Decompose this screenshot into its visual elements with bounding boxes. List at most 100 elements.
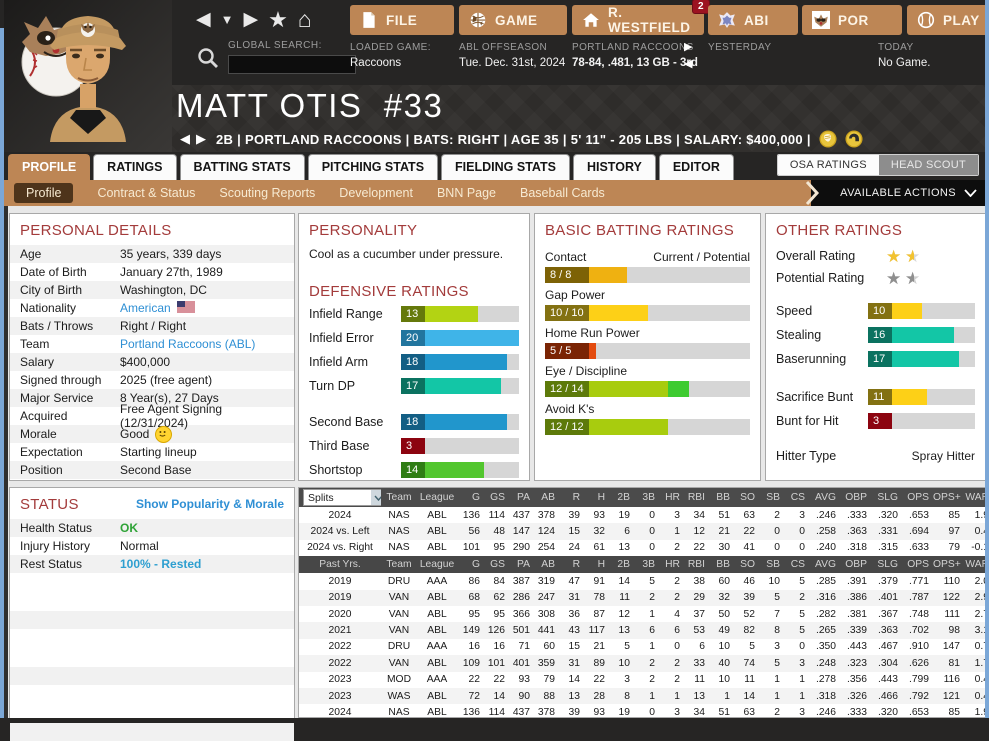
- show-popularity-morale-link[interactable]: Show Popularity & Morale: [135, 497, 284, 511]
- fielding-badge-icon[interactable]: [819, 130, 837, 148]
- stats-col-bb[interactable]: BB: [716, 492, 730, 503]
- stats-col-league[interactable]: League: [419, 492, 455, 503]
- subtab-scouting-reports[interactable]: Scouting Reports: [219, 186, 316, 200]
- stats-col-sb[interactable]: SB: [766, 492, 780, 503]
- stats-year-row[interactable]: 2022 DRU AAA 16 16 71 60 15 21 5 1 0 6 10 5 3 0.350.443.…: [299, 639, 985, 655]
- stats-year-row[interactable]: 2024 NAS ABL 136 114 437 378 39 93 19 0 3 34 51 63 2 3 .2…: [299, 704, 985, 717]
- tab-editor[interactable]: EDITOR: [658, 154, 734, 180]
- menu-r-westfield[interactable]: R. WESTFIELD 2: [572, 0, 710, 35]
- stats-year-row[interactable]: 2019 DRU AAA 86 84 387 319 47 91 14 5 2 38 60 46 10 5 .28…: [299, 573, 985, 589]
- stats-col-3b[interactable]: 3B: [642, 492, 655, 503]
- history-dropdown-icon[interactable]: ▼: [220, 12, 234, 27]
- stats-col-ops+[interactable]: OPS+: [933, 492, 961, 503]
- available-actions[interactable]: AVAILABLE ACTIONS: [795, 180, 989, 206]
- stats-year-row[interactable]: 2019 VAN ABL 68 62 286 247 31 78 11 2 2 29 32 39 5 2 .316…: [299, 589, 985, 606]
- menu-abi[interactable]: ABI: [708, 5, 798, 35]
- field-value-nationality[interactable]: American: [120, 300, 195, 316]
- past-header-cell[interactable]: OPS: [907, 559, 929, 571]
- favorite-star-icon[interactable]: ★: [268, 6, 288, 32]
- past-header-cell[interactable]: League: [419, 559, 455, 571]
- stats-col-so[interactable]: SO: [740, 492, 755, 503]
- past-header-cell[interactable]: RBI: [687, 559, 705, 571]
- stats-cell: .350: [815, 641, 836, 653]
- subtab-bnn-page[interactable]: BNN Page: [436, 186, 497, 200]
- field-value-team[interactable]: Portland Raccoons (ABL): [120, 337, 256, 351]
- next-player-icon[interactable]: ▶: [196, 131, 208, 146]
- stats-col-cs[interactable]: CS: [790, 492, 805, 503]
- home-icon[interactable]: ⌂: [297, 6, 312, 32]
- head-scout-button[interactable]: HEAD SCOUT: [878, 155, 978, 175]
- osa-ratings-button[interactable]: OSA RATINGS: [777, 155, 879, 175]
- stats-col-war[interactable]: WAR: [965, 492, 985, 503]
- tab-pitching-stats[interactable]: PITCHING STATS: [307, 154, 439, 180]
- stats-col-splits[interactable]: Splits: [299, 488, 381, 507]
- splits-dropdown[interactable]: Splits: [303, 489, 381, 506]
- tab-history[interactable]: HISTORY: [572, 154, 656, 180]
- menu-por[interactable]: POR: [802, 5, 902, 35]
- stats-col-ops[interactable]: OPS: [907, 492, 929, 503]
- stats-year-row[interactable]: 2023 MOD AAA 22 22 93 79 14 22 3 2 2 11 10 11 1 1.278.35…: [299, 672, 985, 688]
- stats-year-row[interactable]: 2023 WAS ABL 72 14 90 88 13 28 8 1 1 13 1 14 1 1 .318 .326…: [299, 687, 985, 705]
- stats-col-r[interactable]: R: [572, 492, 580, 503]
- stats-col-2b[interactable]: 2B: [617, 492, 630, 503]
- past-header-cell[interactable]: HR: [665, 559, 680, 571]
- past-header-cell[interactable]: PA: [517, 559, 530, 571]
- subtab-profile[interactable]: Profile: [14, 183, 74, 203]
- stats-col-obp[interactable]: OBP: [845, 492, 867, 503]
- past-header-cell[interactable]: R: [572, 559, 580, 571]
- stats-col-slg[interactable]: SLG: [877, 492, 898, 503]
- past-header-cell[interactable]: 3B: [642, 559, 655, 571]
- batting-badge-icon[interactable]: [845, 130, 863, 148]
- stats-cell: .356: [846, 674, 867, 686]
- prev-player-icon[interactable]: ◀: [180, 131, 192, 146]
- next-day-icon[interactable]: ▶: [684, 41, 693, 53]
- search-icon[interactable]: [196, 46, 220, 70]
- stats-year-row[interactable]: 2022 VAN ABL 109 101 401 359 31 89 10 2 2 33 40 74 5 3 .2…: [299, 655, 985, 672]
- stats-col-avg[interactable]: AVG: [815, 492, 836, 503]
- tab-fielding-stats[interactable]: FIELDING STATS: [441, 154, 570, 180]
- stats-year-row[interactable]: 2021 VAN ABL 149 126 501 441 43 117 13 6 6 53 49 82 8 5.…: [299, 622, 985, 639]
- tab-batting-stats[interactable]: BATTING STATS: [179, 154, 305, 180]
- stats-col-team[interactable]: Team: [386, 492, 412, 503]
- stats-col-hr[interactable]: HR: [665, 492, 680, 503]
- subtab-development[interactable]: Development: [339, 186, 413, 200]
- stats-year-row[interactable]: 2020 VAN ABL 95 95 366 308 36 87 12 1 4 37 50 52 7 5 .282…: [299, 606, 985, 622]
- past-header-cell[interactable]: AB: [541, 559, 555, 571]
- stats-col-pa[interactable]: PA: [517, 492, 530, 503]
- subtab-contract-status[interactable]: Contract & Status: [97, 186, 196, 200]
- stats-col-g[interactable]: G: [471, 492, 480, 503]
- past-header-cell[interactable]: SO: [740, 559, 755, 571]
- back-icon[interactable]: ◀: [196, 9, 211, 30]
- stats-col-h[interactable]: H: [597, 492, 605, 503]
- stats-col-rbi[interactable]: RBI: [687, 492, 705, 503]
- past-header-cell[interactable]: AVG: [815, 559, 836, 571]
- past-header-cell[interactable]: 2B: [617, 559, 630, 571]
- past-header-cell[interactable]: OBP: [845, 559, 867, 571]
- menu-file[interactable]: FILE: [350, 5, 454, 35]
- past-header-cell[interactable]: SLG: [877, 559, 898, 571]
- past-header-cell[interactable]: BB: [716, 559, 730, 571]
- stats-split-row[interactable]: 2024 vs. Left NAS ABL 56 48 147 124 15 32 6 0 1 12 21…: [299, 523, 985, 540]
- tab-ratings[interactable]: RATINGS: [93, 154, 177, 180]
- past-header-cell[interactable]: G: [471, 559, 480, 571]
- past-header-cell[interactable]: H: [597, 559, 605, 571]
- past-header-cell[interactable]: CS: [790, 559, 805, 571]
- past-header-cell[interactable]: Past Yrs.: [319, 559, 361, 571]
- menu-play[interactable]: PLAY: [907, 5, 989, 35]
- past-header-cell[interactable]: WAR: [965, 559, 985, 571]
- stats-col-ab[interactable]: AB: [541, 492, 555, 503]
- global-search-input[interactable]: [228, 54, 356, 74]
- prev-day-icon[interactable]: ◀: [684, 58, 693, 70]
- tab-profile[interactable]: PROFILE: [8, 154, 91, 180]
- past-header-cell[interactable]: SB: [766, 559, 780, 571]
- past-header-cell[interactable]: Team: [386, 559, 412, 571]
- subtab-baseball-cards[interactable]: Baseball Cards: [520, 186, 605, 200]
- forward-icon[interactable]: ▶: [243, 9, 259, 30]
- menu-game[interactable]: GAME: [459, 5, 567, 35]
- stats-col-gs[interactable]: GS: [490, 492, 505, 503]
- stats-split-row[interactable]: 2024 NAS ABL 136 114 437 378 39 93 19 0 3 34 51 63 2 3 .2…: [299, 507, 985, 523]
- stats-split-row[interactable]: 2024 vs. Right NAS ABL 101 95 290 254 24 61 13 0 2 2…: [299, 540, 985, 556]
- stats-cell: 14: [568, 674, 580, 686]
- past-header-cell[interactable]: OPS+: [933, 559, 961, 571]
- past-header-cell[interactable]: GS: [490, 559, 505, 571]
